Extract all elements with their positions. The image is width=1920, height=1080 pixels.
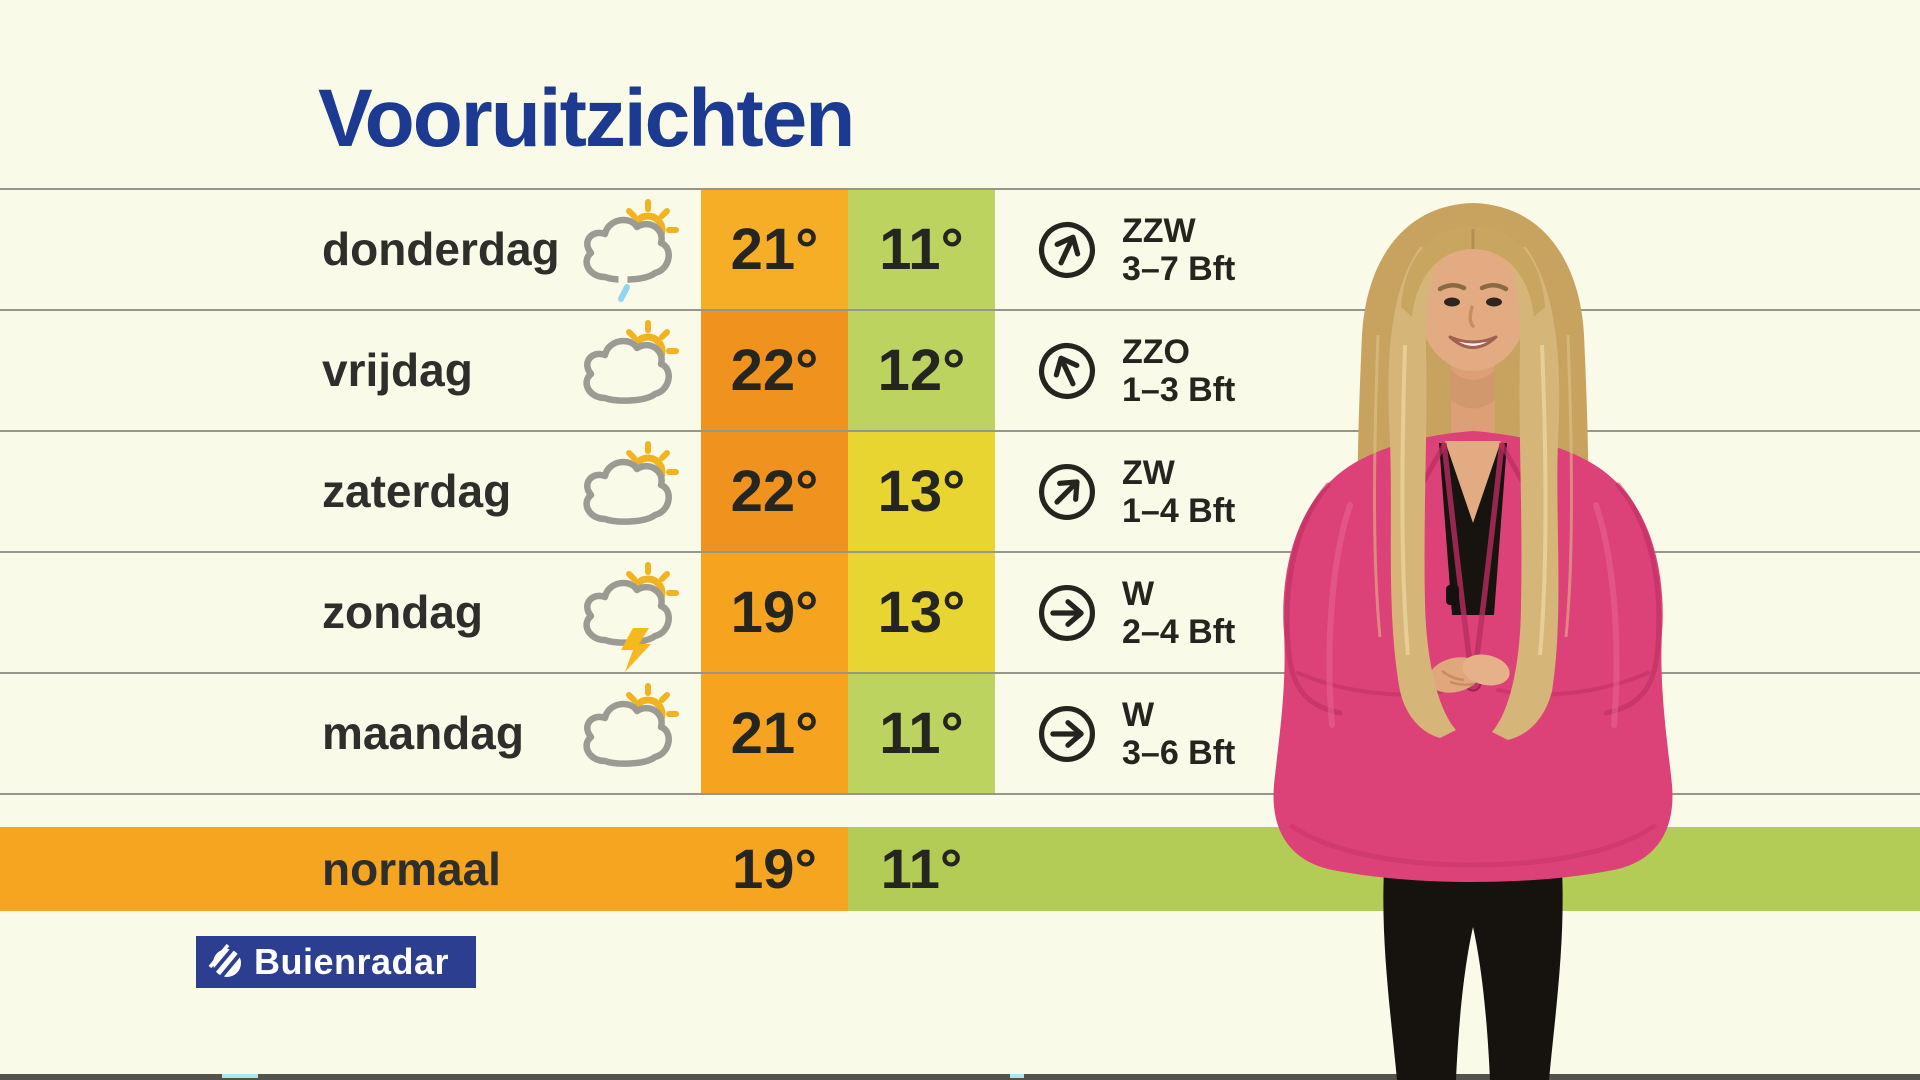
wind-direction-label: ZZO xyxy=(1122,333,1190,371)
day-label: zondag xyxy=(322,586,483,638)
wind-direction-arrow-icon xyxy=(1035,702,1099,766)
wind-force-label: 3–6 Bft xyxy=(1122,734,1236,772)
wind-info: W 3–6 Bft xyxy=(1122,696,1235,772)
wind-direction-label: W xyxy=(1122,575,1155,613)
forecast-row-maandag: maandag 21° 11° W 3–6 Bft xyxy=(0,674,1920,795)
high-temp-cell: 21° xyxy=(701,674,848,793)
wind-direction-arrow-icon xyxy=(1035,460,1099,524)
high-temp-cell: 22° xyxy=(701,432,848,551)
buienradar-logo-text: Buienradar xyxy=(254,941,450,982)
sun-cloud-icon xyxy=(572,315,690,430)
sun-cloud-icon xyxy=(572,436,690,551)
wind-force-label: 1–4 Bft xyxy=(1122,492,1236,530)
forecast-row-vrijdag: vrijdag 22° 12° ZZO 1–3 Bft xyxy=(0,311,1920,432)
high-temp-cell: 21° xyxy=(701,190,848,309)
wind-info: W 2–4 Bft xyxy=(1122,575,1235,651)
wind-direction-arrow-icon xyxy=(1035,218,1099,282)
high-temp-cell: 19° xyxy=(701,553,848,672)
clasped-hands xyxy=(1428,654,1510,693)
day-label: maandag xyxy=(322,707,524,759)
low-temp-cell: 11° xyxy=(848,190,995,309)
forecast-row-zaterdag: zaterdag 22° 13° ZW 1–4 Bft xyxy=(0,432,1920,553)
wind-direction-arrow-icon xyxy=(1035,339,1099,403)
wind-info: ZZO 1–3 Bft xyxy=(1122,333,1235,409)
normal-high-value: 19° xyxy=(732,837,817,900)
wind-force-label: 3–7 Bft xyxy=(1122,250,1236,288)
day-label: donderdag xyxy=(322,223,560,275)
wind-info: ZW 1–4 Bft xyxy=(1122,454,1235,530)
normal-label: normaal xyxy=(322,843,501,895)
day-label: vrijdag xyxy=(322,344,473,396)
low-temp-cell: 13° xyxy=(848,432,995,551)
low-temp-cell: 13° xyxy=(848,553,995,672)
day-label: zaterdag xyxy=(322,465,512,517)
low-temp-cell: 12° xyxy=(848,311,995,430)
page-title: Vooruitzichten xyxy=(318,73,855,164)
wind-force-label: 1–3 Bft xyxy=(1122,371,1236,409)
ticker-mark xyxy=(1010,1074,1024,1078)
wind-direction-label: ZZW xyxy=(1122,212,1196,250)
sun-cloud-light-rain-icon xyxy=(572,194,690,309)
wind-info: ZZW 3–7 Bft xyxy=(1122,212,1235,288)
normal-low-value: 11° xyxy=(880,837,963,900)
wind-direction-label: ZW xyxy=(1122,454,1175,492)
ticker-mark xyxy=(222,1074,258,1078)
presenter-photo xyxy=(1273,203,1673,1080)
normal-high-band xyxy=(0,827,848,911)
low-temp-cell: 11° xyxy=(848,674,995,793)
forecast-row-zondag: zondag 19° 13° W 2–4 Bft xyxy=(0,553,1920,674)
buienradar-logo: Buienradar xyxy=(196,936,476,988)
sun-cloud-icon xyxy=(572,678,690,793)
wind-direction-label: W xyxy=(1122,696,1155,734)
wind-direction-arrow-icon xyxy=(1035,581,1099,645)
forecast-table: donderdag 21° 11° ZZW 3–7 Bft vrijdag 22… xyxy=(0,188,1920,795)
buienradar-logo-icon xyxy=(208,944,243,979)
forecast-row-donderdag: donderdag 21° 11° ZZW 3–7 Bft xyxy=(0,190,1920,311)
wind-force-label: 2–4 Bft xyxy=(1122,613,1236,651)
high-temp-cell: 22° xyxy=(701,311,848,430)
sun-cloud-thunder-icon xyxy=(572,557,690,672)
bottom-ticker-strip xyxy=(0,1074,1920,1080)
